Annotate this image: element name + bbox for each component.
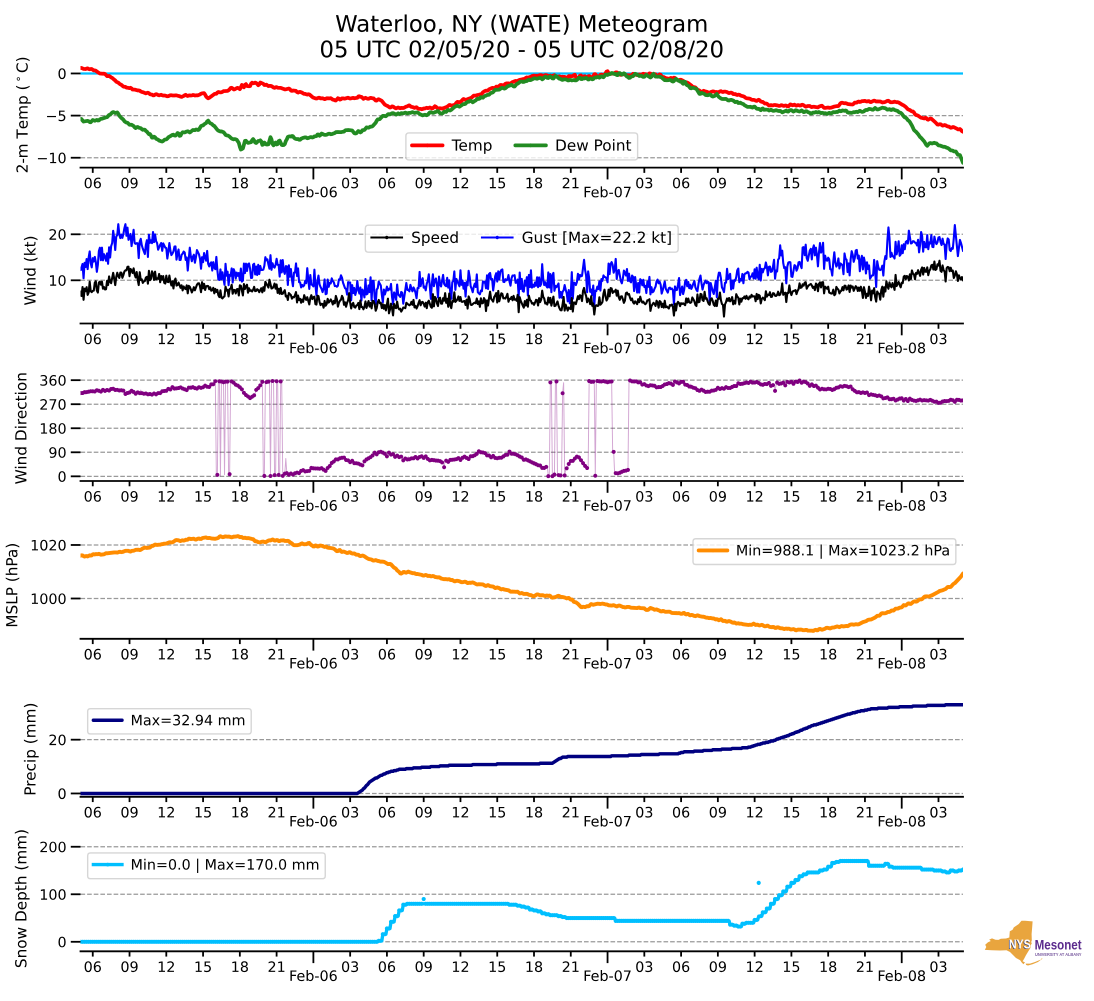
svg-text:UNIVERSITY AT ALBANY: UNIVERSITY AT ALBANY — [1035, 952, 1082, 957]
svg-text:NYS: NYS — [1009, 937, 1031, 951]
svg-text:NYS: NYS — [1008, 938, 1030, 952]
svg-text:Mesonet: Mesonet — [1035, 938, 1082, 953]
